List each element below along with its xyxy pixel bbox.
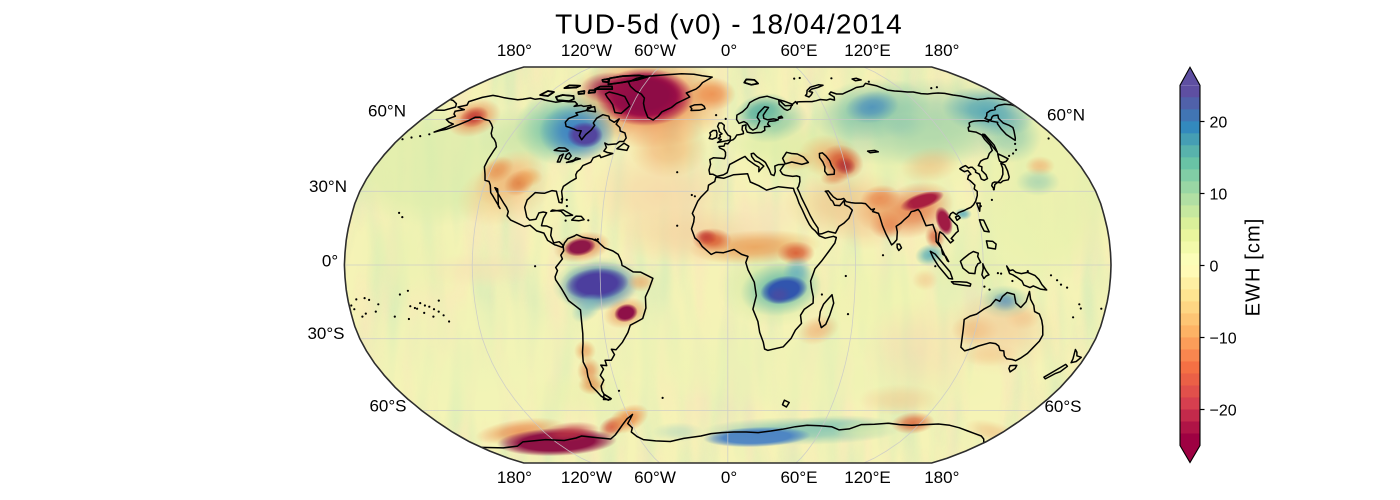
svg-text:60°S: 60°S <box>369 397 406 416</box>
svg-text:0: 0 <box>1210 259 1219 276</box>
svg-text:30°N: 30°N <box>309 177 347 196</box>
svg-text:60°E: 60°E <box>780 468 817 487</box>
svg-text:0°: 0° <box>721 41 737 60</box>
svg-text:120°E: 120°E <box>844 468 891 487</box>
svg-text:−10: −10 <box>1210 331 1237 348</box>
svg-text:20: 20 <box>1210 115 1228 132</box>
svg-text:60°S: 60°S <box>1044 397 1081 416</box>
svg-text:120°W: 120°W <box>561 41 612 60</box>
svg-text:60°W: 60°W <box>634 468 676 487</box>
svg-text:180°: 180° <box>924 468 959 487</box>
svg-text:60°N: 60°N <box>1047 106 1085 125</box>
svg-text:10: 10 <box>1210 187 1228 204</box>
svg-text:0°: 0° <box>322 252 338 271</box>
svg-text:60°N: 60°N <box>368 102 406 121</box>
svg-text:120°W: 120°W <box>561 468 612 487</box>
svg-text:60°E: 60°E <box>780 41 817 60</box>
svg-text:30°S: 30°S <box>307 324 344 343</box>
svg-text:180°: 180° <box>924 41 959 60</box>
svg-text:−20: −20 <box>1210 403 1237 420</box>
svg-text:0°: 0° <box>721 468 737 487</box>
svg-text:EWH [cm]: EWH [cm] <box>1243 218 1265 317</box>
svg-text:60°W: 60°W <box>634 41 676 60</box>
svg-text:180°: 180° <box>497 468 532 487</box>
svg-text:120°E: 120°E <box>844 41 891 60</box>
svg-text:180°: 180° <box>497 41 532 60</box>
svg-text:TUD-5d (v0) - 18/04/2014: TUD-5d (v0) - 18/04/2014 <box>555 9 903 40</box>
